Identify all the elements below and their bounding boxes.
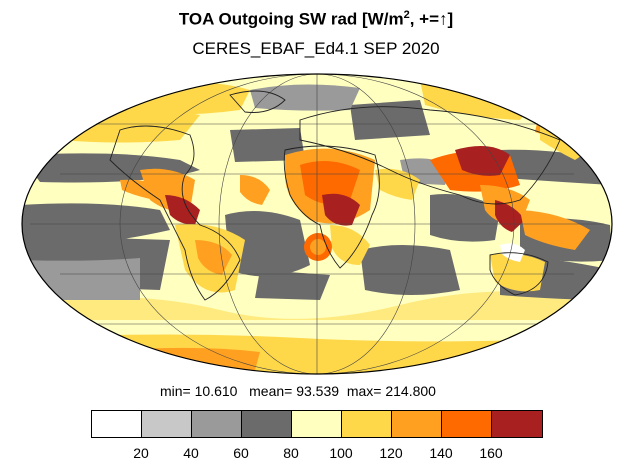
colorbar-swatch — [92, 411, 142, 437]
colorbar-tick-label: 120 — [379, 445, 403, 461]
colorbar-swatch — [492, 411, 542, 437]
colorbar-swatch — [242, 411, 292, 437]
colorbar-tick-label: 40 — [183, 445, 199, 461]
colorbar-swatch — [442, 411, 492, 437]
colorbar-swatch — [342, 411, 392, 437]
colorbar-tick-label: 20 — [133, 445, 149, 461]
colorbar-tick-label: 60 — [233, 445, 249, 461]
coastlines — [109, 90, 561, 301]
map-subtitle: CERES_EBAF_Ed4.1 SEP 2020 — [192, 39, 440, 58]
map-border — [21, 73, 613, 375]
map-title: TOA Outgoing SW rad [W/m2, +=↑] — [178, 9, 454, 29]
colorbar-tick-label: 100 — [329, 445, 353, 461]
colorbar-tick-label: 80 — [283, 445, 299, 461]
colorbar-swatch — [292, 411, 342, 437]
colorbar-tick-label: 140 — [429, 445, 453, 461]
colorbar-swatch — [142, 411, 192, 437]
colorbar — [91, 410, 543, 438]
map-field — [22, 74, 612, 374]
colorbar-swatch — [192, 411, 242, 437]
colorbar-tick-label: 160 — [479, 445, 503, 461]
colorbar-swatch — [392, 411, 442, 437]
world-map — [21, 73, 613, 375]
stats-line: min= 10.610 mean= 93.539 max= 214.800 — [160, 383, 436, 399]
